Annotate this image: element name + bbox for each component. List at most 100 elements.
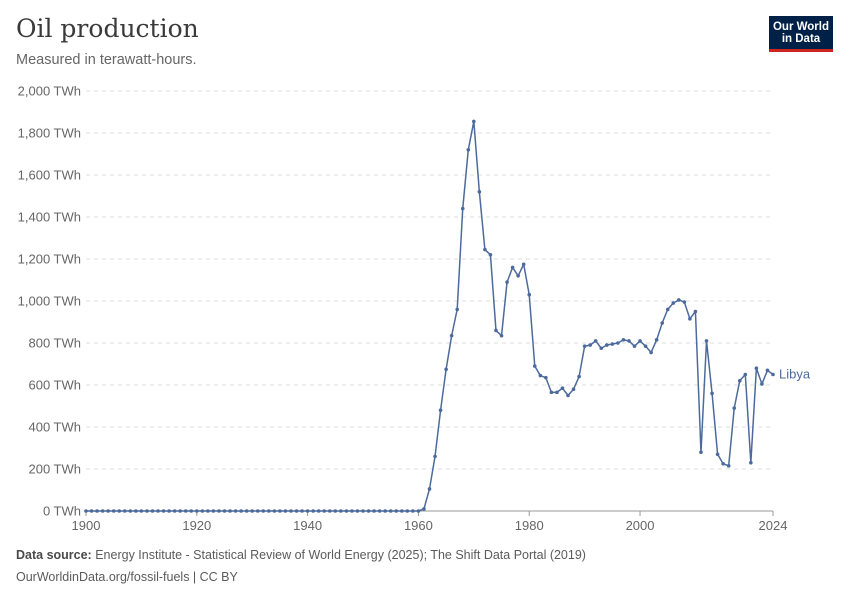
data-point[interactable] bbox=[327, 509, 332, 513]
data-point[interactable] bbox=[593, 339, 598, 343]
data-point[interactable] bbox=[599, 346, 604, 351]
data-point[interactable] bbox=[206, 509, 210, 513]
data-point[interactable] bbox=[134, 509, 138, 513]
data-point[interactable] bbox=[649, 350, 653, 355]
data-point[interactable] bbox=[483, 247, 487, 252]
data-point[interactable] bbox=[228, 509, 232, 513]
owid-logo[interactable]: Our World in Data bbox=[769, 16, 833, 52]
data-point[interactable] bbox=[178, 509, 182, 513]
data-point[interactable] bbox=[156, 509, 160, 513]
data-point[interactable] bbox=[438, 408, 443, 413]
data-point[interactable] bbox=[488, 253, 493, 257]
data-point[interactable] bbox=[300, 509, 304, 513]
data-point[interactable] bbox=[139, 509, 144, 513]
data-point[interactable] bbox=[643, 344, 648, 348]
data-point[interactable] bbox=[422, 507, 426, 511]
data-point[interactable] bbox=[765, 368, 770, 373]
data-point[interactable] bbox=[355, 509, 360, 513]
data-point[interactable] bbox=[499, 333, 504, 338]
data-point[interactable] bbox=[566, 393, 570, 398]
data-point[interactable] bbox=[516, 274, 520, 278]
data-point[interactable] bbox=[621, 338, 626, 342]
data-point[interactable] bbox=[771, 372, 775, 377]
data-point[interactable] bbox=[322, 509, 327, 513]
data-point[interactable] bbox=[195, 509, 199, 513]
data-point[interactable] bbox=[361, 509, 365, 513]
data-point[interactable] bbox=[411, 509, 415, 513]
data-point[interactable] bbox=[577, 374, 581, 379]
data-point[interactable] bbox=[688, 317, 692, 321]
data-point[interactable] bbox=[366, 509, 371, 513]
data-point[interactable] bbox=[460, 206, 465, 211]
data-point[interactable] bbox=[267, 509, 271, 513]
data-point[interactable] bbox=[760, 382, 764, 386]
data-point[interactable] bbox=[388, 509, 393, 513]
data-point[interactable] bbox=[244, 509, 249, 513]
data-point[interactable] bbox=[671, 301, 676, 305]
data-point[interactable] bbox=[510, 265, 515, 270]
data-point[interactable] bbox=[211, 509, 216, 513]
data-point[interactable] bbox=[283, 509, 288, 513]
data-point[interactable] bbox=[167, 509, 171, 513]
data-point[interactable] bbox=[161, 509, 166, 513]
data-point[interactable] bbox=[405, 509, 410, 513]
data-point[interactable] bbox=[505, 280, 509, 284]
data-point[interactable] bbox=[316, 509, 321, 513]
data-point[interactable] bbox=[660, 321, 664, 325]
data-point[interactable] bbox=[150, 509, 155, 513]
data-point[interactable] bbox=[311, 509, 315, 513]
data-point[interactable] bbox=[638, 339, 642, 343]
data-point[interactable] bbox=[95, 509, 99, 513]
data-point[interactable] bbox=[699, 450, 703, 455]
data-point[interactable] bbox=[217, 509, 221, 513]
data-point[interactable] bbox=[250, 509, 255, 513]
data-point[interactable] bbox=[560, 386, 565, 390]
data-point[interactable] bbox=[654, 338, 659, 342]
data-point[interactable] bbox=[433, 454, 437, 459]
data-point[interactable] bbox=[726, 464, 731, 468]
data-point[interactable] bbox=[721, 461, 725, 466]
data-point[interactable] bbox=[732, 406, 737, 410]
data-point[interactable] bbox=[588, 343, 592, 347]
data-point[interactable] bbox=[172, 509, 177, 513]
footer-url[interactable]: OurWorldinData.org/fossil-fuels | CC BY bbox=[16, 570, 238, 584]
data-point[interactable] bbox=[743, 372, 748, 377]
data-point[interactable] bbox=[665, 307, 670, 312]
data-point[interactable] bbox=[693, 309, 698, 314]
data-point[interactable] bbox=[222, 509, 227, 513]
data-point[interactable] bbox=[494, 328, 498, 333]
data-point[interactable] bbox=[749, 460, 753, 465]
data-point[interactable] bbox=[477, 190, 482, 194]
data-point[interactable] bbox=[272, 509, 277, 513]
data-point[interactable] bbox=[344, 509, 349, 513]
data-point[interactable] bbox=[84, 509, 88, 513]
data-point[interactable] bbox=[100, 509, 105, 513]
data-point[interactable] bbox=[339, 509, 343, 513]
data-point[interactable] bbox=[89, 509, 94, 513]
data-point[interactable] bbox=[737, 379, 742, 383]
data-point[interactable] bbox=[444, 367, 448, 372]
data-point[interactable] bbox=[455, 307, 460, 312]
data-point[interactable] bbox=[677, 298, 681, 302]
data-point[interactable] bbox=[416, 509, 421, 513]
data-point[interactable] bbox=[544, 375, 548, 380]
data-point[interactable] bbox=[383, 509, 387, 513]
data-point[interactable] bbox=[604, 343, 609, 347]
data-point[interactable] bbox=[261, 509, 266, 513]
data-point[interactable] bbox=[754, 366, 759, 371]
data-point[interactable] bbox=[616, 341, 620, 345]
data-point[interactable] bbox=[582, 344, 587, 348]
data-point[interactable] bbox=[521, 262, 526, 267]
data-point[interactable] bbox=[394, 509, 399, 513]
data-point[interactable] bbox=[715, 452, 720, 457]
data-point[interactable] bbox=[305, 509, 310, 513]
data-point[interactable] bbox=[294, 509, 299, 513]
data-point[interactable] bbox=[183, 509, 188, 513]
data-point[interactable] bbox=[106, 509, 110, 513]
data-point[interactable] bbox=[532, 364, 537, 368]
data-point[interactable] bbox=[627, 339, 631, 343]
data-point[interactable] bbox=[682, 300, 687, 304]
data-point[interactable] bbox=[555, 390, 559, 395]
data-point[interactable] bbox=[255, 509, 260, 513]
data-point[interactable] bbox=[117, 509, 122, 513]
